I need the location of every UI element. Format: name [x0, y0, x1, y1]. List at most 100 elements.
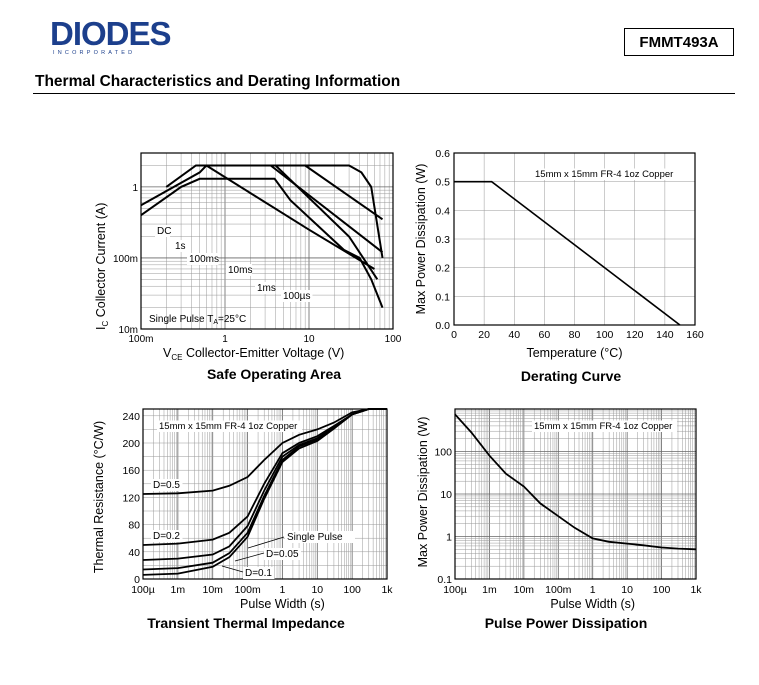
derating-plot-frame — [453, 152, 696, 326]
pulse-y-tick-label: 0.1 — [437, 574, 452, 586]
transient-annotation-bg — [157, 420, 303, 432]
transient-y-tick-label: 200 — [122, 438, 140, 450]
transient-x-tick-label: 1m — [171, 584, 186, 596]
derating-x-tick-label: 160 — [686, 329, 704, 341]
pulse-title: Pulse Power Dissipation — [485, 615, 648, 631]
soa-series-label: 100ms — [189, 254, 219, 265]
diodes-logo: DIODES INCORPORATED — [50, 17, 172, 56]
pulse-annotation-bg — [532, 420, 678, 432]
pulse-power-chart: 100µ 1m 10m 100m 1 10 100 1k 0.1 1 10 100 15mm x 15m… — [416, 408, 702, 631]
soa-series-label-bg — [255, 282, 276, 294]
derating-y-tick-label: 0.1 — [435, 291, 450, 303]
derating-x-tick-label: 0 — [451, 329, 457, 341]
transient-y-tick-label: 120 — [122, 492, 140, 504]
pulse-x-tick-label: 100µ — [443, 584, 467, 596]
soa-xlabel-sub: CE — [171, 353, 182, 362]
part-number-box: FMMT493A — [624, 28, 734, 56]
derating-y-tick-label: 0.0 — [435, 320, 450, 332]
logo-subtext: INCORPORATED — [53, 50, 135, 56]
transient-series-label: D=0.1 — [245, 568, 272, 579]
soa-ta-label: T — [207, 314, 213, 325]
transient-series-label: D=0.05 — [266, 549, 299, 560]
transient-series-line — [142, 408, 387, 495]
derating-y-tick-label: 0.5 — [435, 177, 450, 189]
soa-ta-value: =25°C — [218, 314, 246, 325]
soa-series-line — [283, 164, 384, 259]
soa-y-tick-label: 100m — [113, 254, 138, 265]
soa-ylabel-prefix: I — [94, 327, 108, 330]
soa-series-line — [140, 177, 384, 308]
transient-x-tick-label: 100µ — [131, 584, 155, 596]
transient-series-label-bg — [264, 548, 301, 560]
pulse-y-tick-label: 10 — [440, 489, 452, 501]
transient-x-tick-label: 100m — [234, 584, 261, 596]
transient-y-tick-label: 160 — [122, 465, 140, 477]
transient-y-tick-label: 80 — [128, 520, 140, 532]
derating-annotation: 15mm x 15mm FR-4 1oz Copper — [535, 169, 673, 180]
derating-y-tick-label: 0.2 — [435, 263, 450, 275]
soa-series-label: 10ms — [228, 265, 252, 276]
derating-xlabel-unit: (°C) — [600, 346, 622, 360]
derating-y-tick-label: 0.4 — [435, 205, 450, 217]
part-number: FMMT493A — [639, 33, 719, 51]
pulse-y-tick-label: 1 — [446, 532, 452, 544]
logo-wordmark: DIODES — [50, 17, 171, 52]
transient-x-tick-label: 10 — [311, 584, 323, 596]
transient-series-label-bg — [151, 530, 183, 542]
transient-x-tick-label: 100 — [343, 584, 361, 596]
soa-series-label-bg — [226, 264, 252, 276]
soa-ylabel-sub: C — [101, 321, 110, 327]
soa-series-line — [165, 164, 375, 270]
section-title: Thermal Characteristics and Derating Inf… — [35, 73, 401, 90]
transient-chart: 100µ 1m 10m 100m 1 10 100 1k 0 40 80 120 160 200 240 15… — [92, 408, 393, 631]
transient-series-label-bg — [285, 531, 355, 543]
soa-ta-sub: A — [213, 319, 218, 326]
soa-series-label-bg — [155, 225, 170, 237]
pulse-x-tick-label: 10m — [514, 584, 535, 596]
pulse-x-tick-label: 100m — [545, 584, 572, 596]
pulse-y-axis-label: Max Power Dissipation (W) — [416, 417, 430, 568]
soa-plot-frame — [140, 152, 394, 330]
transient-title: Transient Thermal Impedance — [147, 615, 345, 631]
transient-series-label: D=0.2 — [153, 531, 180, 542]
pulse-y-tick-label: 100 — [434, 447, 452, 459]
soa-series-label-bg — [187, 253, 219, 265]
soa-x-tick-label: 10 — [303, 334, 315, 345]
transient-x-tick-label: 1k — [381, 584, 393, 596]
derating-xlabel-text: Temperature — [526, 346, 600, 360]
derating-x-tick-label: 20 — [478, 329, 490, 341]
derating-chart: 0 20 40 60 80 100 120 140 160 0.0 0.1 0.2 0.3 0.4 0.5 0… — [414, 148, 704, 384]
soa-y-tick-label: 1 — [132, 183, 138, 194]
soa-xlabel-text: Collector-Emitter Voltage (V) — [182, 346, 344, 360]
derating-y-tick-label: 0.6 — [435, 148, 450, 160]
soa-single-pulse-label: Single Pulse — [149, 314, 207, 325]
transient-y-tick-label: 40 — [128, 547, 140, 559]
soa-annotation: Single Pulse TA=25°C — [149, 314, 246, 326]
transient-label-leader — [247, 536, 285, 549]
soa-xlabel-prefix: V — [163, 346, 172, 360]
soa-title: Safe Operating Area — [207, 366, 341, 382]
soa-x-axis-label: VCE Collector-Emitter Voltage (V) — [163, 346, 344, 362]
soa-series-label: 1ms — [257, 283, 276, 294]
derating-title: Derating Curve — [521, 368, 622, 384]
pulse-x-tick-label: 1m — [482, 584, 497, 596]
pulse-annotation: 15mm x 15mm FR-4 1oz Copper — [534, 421, 672, 432]
transient-y-axis-label: Thermal Resistance (°C/W) — [92, 421, 106, 573]
soa-series-label-bg — [281, 290, 313, 302]
transient-series-label: D=0.5 — [153, 480, 180, 491]
soa-x-tick-label: 1 — [222, 334, 228, 345]
transient-series-line — [142, 408, 387, 576]
derating-x-tick-label: 80 — [569, 329, 581, 341]
transient-series-label: Single Pulse — [287, 532, 343, 543]
transient-series-label-bg — [243, 567, 275, 579]
pulse-x-tick-label: 10 — [621, 584, 633, 596]
transient-x-axis-label: Pulse Width (s) — [240, 597, 325, 611]
transient-annotation: 15mm x 15mm FR-4 1oz Copper — [159, 421, 297, 432]
header-rule — [33, 93, 735, 94]
pulse-x-tick-label: 1 — [590, 584, 596, 596]
derating-x-tick-label: 100 — [596, 329, 614, 341]
soa-y-axis-label: IC Collector Current (A) — [94, 203, 110, 330]
soa-ylabel-text: Collector Current (A) — [94, 203, 108, 321]
derating-y-axis-label: Max Power Dissipation (W) — [414, 164, 428, 315]
